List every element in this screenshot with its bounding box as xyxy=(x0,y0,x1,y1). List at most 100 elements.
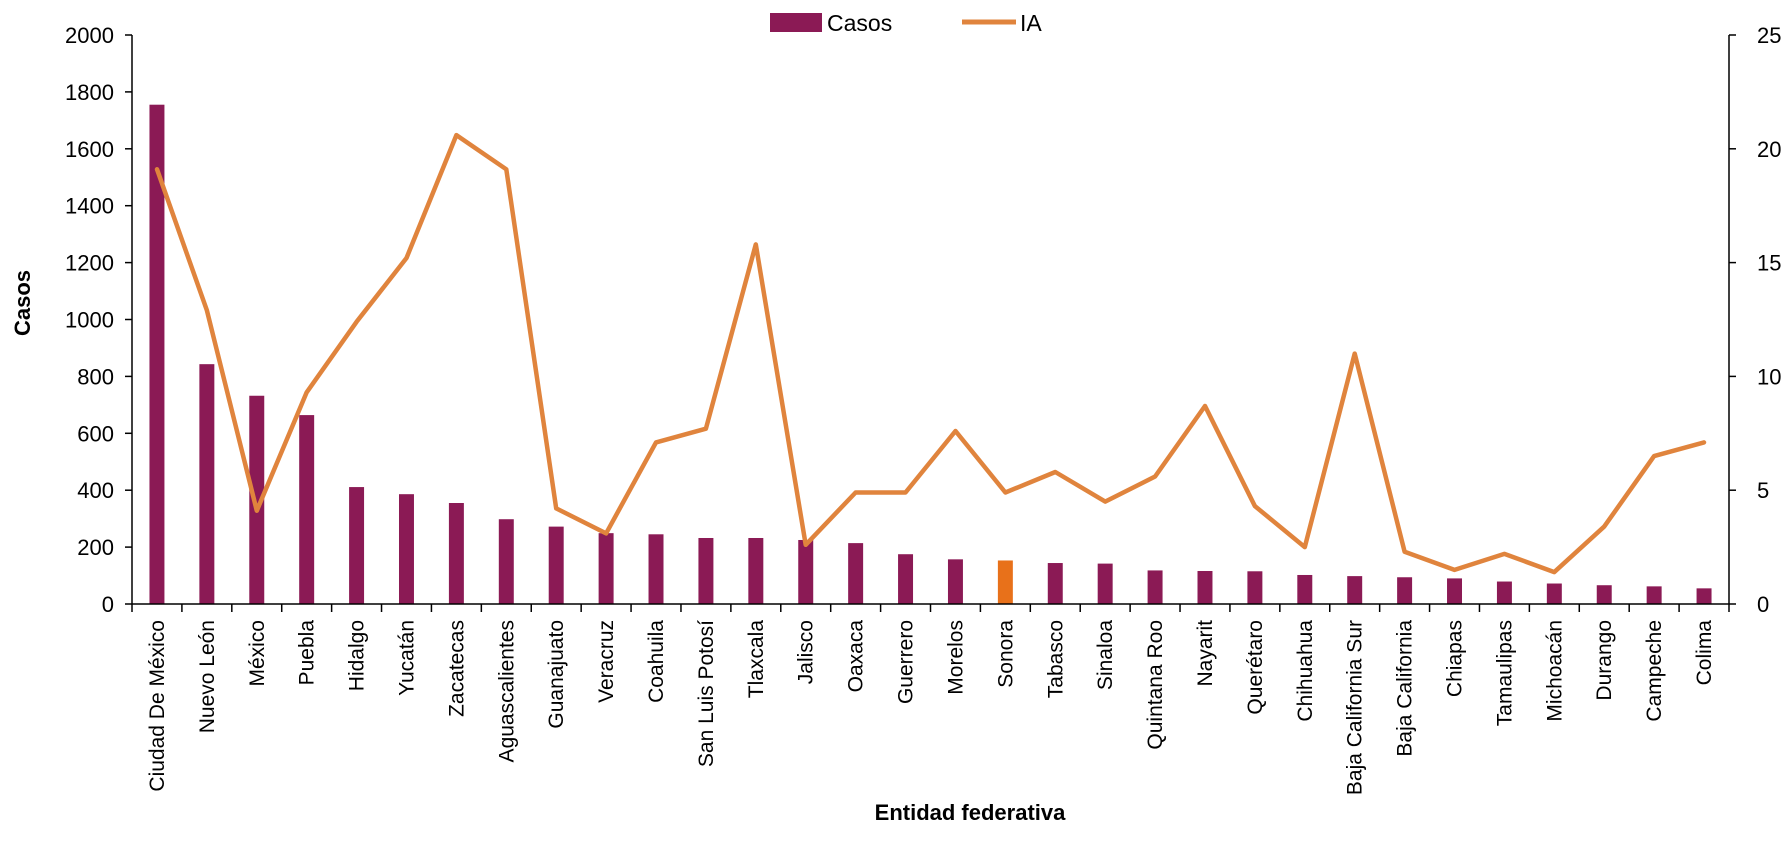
ia-point xyxy=(1203,404,1207,408)
bar-casos xyxy=(1596,585,1612,604)
x-category-label: Zacatecas xyxy=(445,620,468,717)
ia-point xyxy=(754,242,758,246)
x-category-label: Tamaulipas xyxy=(1493,620,1516,726)
x-category-label: Chiapas xyxy=(1444,620,1467,697)
bar-casos xyxy=(598,533,614,604)
ia-point xyxy=(804,543,808,547)
ia-point xyxy=(305,390,309,394)
x-category-label: Campeche xyxy=(1643,620,1666,722)
bar-casos xyxy=(698,537,714,604)
right-tick-label: 20 xyxy=(1757,137,1781,162)
bar-casos xyxy=(848,543,864,604)
x-category-label: Sonora xyxy=(994,620,1017,688)
x-category-label: Nuevo León xyxy=(196,620,219,733)
x-category-label: Colima xyxy=(1693,620,1716,686)
right-tick-label: 0 xyxy=(1757,592,1769,617)
right-tick-label: 25 xyxy=(1757,23,1781,48)
left-axis: 0 200 400 600 800 1000 1200 1400 1600 1800 2000 xyxy=(65,23,133,617)
bar-casos xyxy=(1546,583,1562,604)
x-category-label: Yucatán xyxy=(396,620,419,696)
x-category-label: Morelos xyxy=(945,620,968,695)
ia-point xyxy=(704,427,708,431)
left-tick-label: 800 xyxy=(77,364,114,389)
y-axis-title: Casos xyxy=(10,270,35,336)
bar-casos xyxy=(648,534,664,604)
bar-casos xyxy=(1147,570,1163,604)
bar-casos xyxy=(149,104,165,604)
ia-point xyxy=(1353,352,1357,356)
bar-casos xyxy=(548,526,564,604)
ia-point xyxy=(1502,552,1506,556)
bar-casos xyxy=(299,415,315,604)
x-axis: Ciudad De México Nuevo León México Puebla Hi… xyxy=(131,603,1730,795)
line-series-ia xyxy=(154,132,1707,575)
left-tick-label: 1600 xyxy=(65,137,114,162)
ia-point xyxy=(1702,440,1706,444)
bar-casos xyxy=(1646,586,1662,604)
left-tick-label: 2000 xyxy=(65,23,114,48)
x-category-label: Oaxaca xyxy=(845,620,868,693)
left-tick-label: 400 xyxy=(77,478,114,503)
bar-casos xyxy=(398,494,414,604)
x-category-label: Querétaro xyxy=(1244,620,1267,715)
right-tick-label: 5 xyxy=(1757,478,1769,503)
bar-casos xyxy=(1696,588,1712,604)
bar-casos xyxy=(1297,574,1313,604)
left-tick-label: 0 xyxy=(102,592,114,617)
bar-casos xyxy=(1197,570,1213,604)
x-category-label: Michoacán xyxy=(1543,620,1566,722)
x-category-label: Tabasco xyxy=(1044,620,1067,698)
bar-casos xyxy=(748,537,764,604)
left-tick-label: 1000 xyxy=(65,308,114,333)
ia-point xyxy=(854,490,858,494)
x-category-label: Hidalgo xyxy=(346,620,369,691)
right-tick-label: 10 xyxy=(1757,364,1781,389)
bar-casos xyxy=(1047,563,1063,604)
ia-point xyxy=(1652,454,1656,458)
x-category-label: Aguascalientes xyxy=(495,620,518,762)
ia-point xyxy=(1153,475,1157,479)
x-category-label: Puebla xyxy=(296,620,319,686)
ia-point xyxy=(504,167,508,171)
left-tick-label: 600 xyxy=(77,421,114,446)
bar-casos xyxy=(349,487,365,604)
bar-casos xyxy=(947,559,963,604)
ia-point xyxy=(1253,504,1257,508)
ia-point xyxy=(1103,500,1107,504)
ia-point xyxy=(1403,550,1407,554)
ia-line xyxy=(154,132,1707,575)
bar-casos xyxy=(1097,563,1113,604)
ia-point xyxy=(404,256,408,260)
x-category-label: Quintana Roo xyxy=(1144,620,1167,750)
ia-point xyxy=(604,531,608,535)
bar-series-casos xyxy=(149,104,1712,604)
ia-point xyxy=(205,308,209,312)
left-tick-label: 1800 xyxy=(65,80,114,105)
bar-casos xyxy=(1496,581,1512,604)
left-tick-label: 200 xyxy=(77,535,114,560)
left-tick-label: 1200 xyxy=(65,251,114,276)
bar-casos xyxy=(448,503,464,604)
left-tick-label: 1400 xyxy=(65,194,114,219)
x-category-label: Veracruz xyxy=(595,620,618,703)
x-category-label: San Luis Potosí xyxy=(695,620,718,767)
x-category-label: Tlaxcala xyxy=(745,620,768,699)
bar-casos xyxy=(1247,571,1263,604)
ia-point xyxy=(1053,470,1057,474)
ia-point xyxy=(155,167,159,171)
x-category-label: Baja California Sur xyxy=(1344,620,1367,795)
legend: Casos IA xyxy=(770,10,1042,36)
x-category-label: Durango xyxy=(1593,620,1616,701)
bar-casos-highlight xyxy=(997,560,1013,604)
bar-casos xyxy=(249,395,265,604)
ia-point xyxy=(904,490,908,494)
ia-point xyxy=(1552,570,1556,574)
bar-casos xyxy=(498,519,514,604)
x-category-label: Baja California xyxy=(1394,620,1417,757)
x-category-label: Guerrero xyxy=(895,620,918,704)
ia-point xyxy=(554,506,558,510)
x-category-label: Chihuahua xyxy=(1294,620,1317,722)
ia-point xyxy=(1602,525,1606,529)
